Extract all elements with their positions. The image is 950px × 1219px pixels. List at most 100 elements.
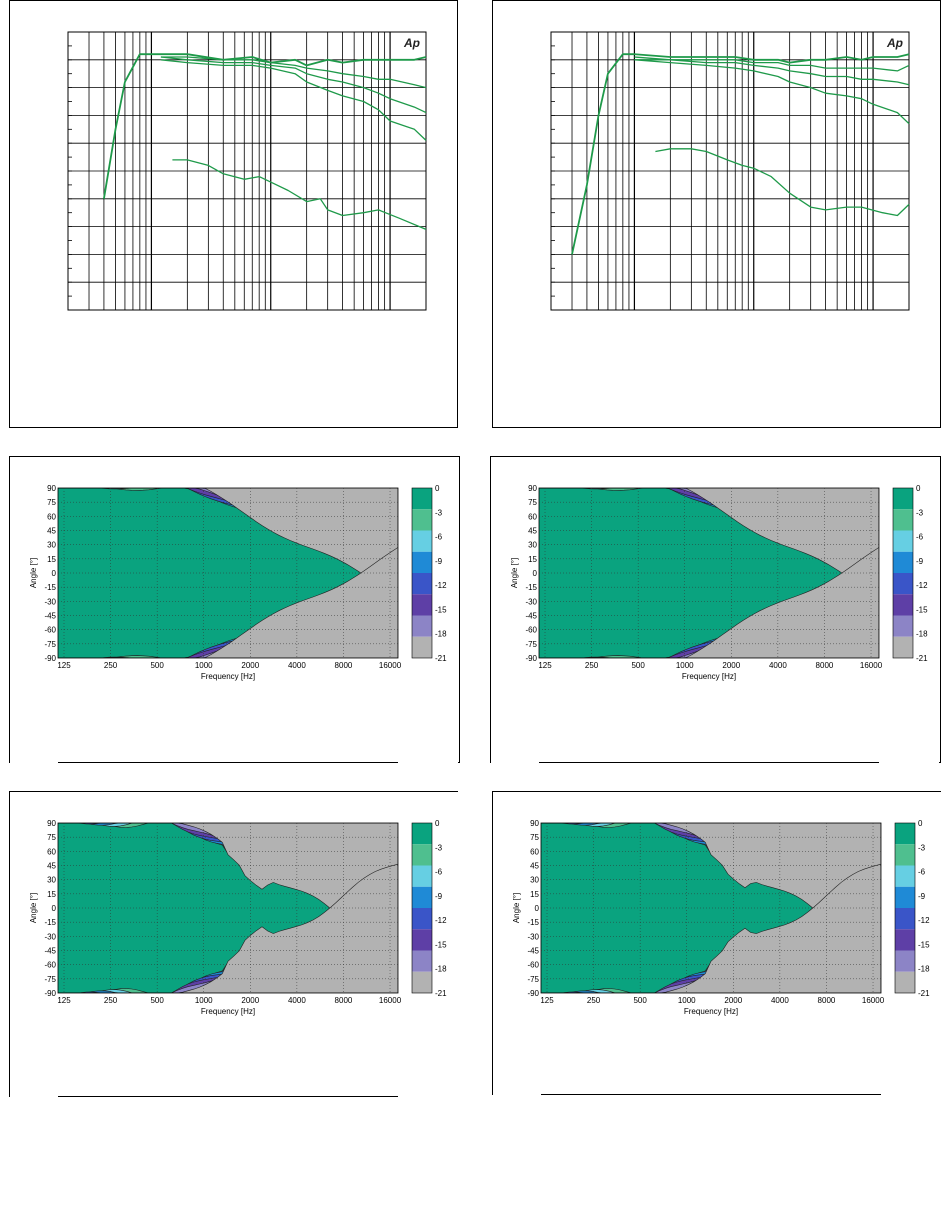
y-tick-label: -75 [525, 640, 537, 649]
colorbar-swatch [893, 488, 913, 510]
y-tick-label: 45 [47, 527, 56, 536]
colorbar-swatch [893, 573, 913, 595]
margin-mask-bottom [58, 658, 398, 688]
colorbar-swatch [412, 615, 432, 637]
margin-mask-left [10, 457, 58, 764]
y-tick-label: -15 [527, 918, 539, 927]
colorbar-swatch [893, 509, 913, 531]
colorbar-tick-label: -18 [435, 965, 447, 974]
y-tick-label: 75 [528, 498, 537, 507]
y-tick-label: -90 [525, 654, 537, 663]
y-axis-label: Angle [°] [512, 893, 521, 923]
margin-mask-bottom [58, 993, 398, 1023]
polar-map-chart-4: 125 250 500 1000 2000 4000 8000 16000 90 75 60 45 30… [493, 792, 941, 1096]
y-tick-label: -30 [44, 932, 56, 941]
colorbar-swatch [412, 636, 432, 658]
x-axis-label: Frequency [Hz] [201, 672, 255, 681]
colorbar-tick-label: -12 [435, 581, 447, 590]
colorbar-swatch [895, 908, 915, 930]
y-tick-label: 90 [530, 819, 539, 828]
response-curve-3 [634, 59, 910, 86]
y-tick-label: 75 [47, 833, 56, 842]
colorbar-tick-label: -18 [916, 630, 928, 639]
y-tick-label: -60 [527, 961, 539, 970]
colorbar-swatch [893, 551, 913, 573]
colorbar-tick-label: -9 [918, 892, 926, 901]
response-curve-4 [160, 59, 427, 141]
colorbar-swatch [895, 971, 915, 993]
grid [67, 31, 427, 311]
y-tick-label: -15 [44, 918, 56, 927]
margin-mask-top [541, 792, 881, 823]
colorbar-tick-label: -21 [435, 654, 447, 663]
x-tick-label: 4000 [288, 661, 306, 670]
polar-map-chart-2: 125 250 500 1000 2000 4000 8000 16000 90 75 60 45 30… [491, 457, 939, 764]
x-tick-label: 125 [538, 661, 552, 670]
frequency-response-panel-left: Ap [9, 0, 458, 428]
colorbar-tick-label: -15 [435, 605, 447, 614]
colorbar-tick-label: -3 [916, 508, 924, 517]
y-tick-label: -45 [44, 612, 56, 621]
colorbar-swatch [895, 823, 915, 845]
y-tick-label: 45 [47, 862, 56, 871]
colorbar-frame [411, 822, 433, 994]
y-tick-label: -45 [527, 947, 539, 956]
x-tick-label: 8000 [335, 661, 353, 670]
y-tick-label: -60 [44, 961, 56, 970]
colorbar-tick-label: -3 [435, 508, 443, 517]
colorbar-tick-label: 0 [916, 484, 921, 493]
y-tick-label: 30 [47, 876, 56, 885]
colorbar-tick-label: -12 [918, 916, 930, 925]
y-tick-label: 15 [530, 890, 539, 899]
y-tick-label: 30 [47, 541, 56, 550]
x-tick-label: 8000 [816, 661, 834, 670]
x-tick-label: 125 [57, 661, 71, 670]
x-tick-label: 250 [104, 996, 118, 1005]
colorbar-tick-label: -21 [916, 654, 928, 663]
colorbar-swatch [412, 488, 432, 510]
x-tick-label: 2000 [724, 996, 742, 1005]
colorbar-tick-label: -15 [918, 940, 930, 949]
y-tick-label: -45 [525, 612, 537, 621]
colorbar-tick-label: -9 [435, 892, 443, 901]
x-tick-label: 2000 [241, 661, 259, 670]
colorbar-tick-label: -15 [435, 940, 447, 949]
y-tick-label: -15 [44, 583, 56, 592]
margin-mask-left [491, 457, 539, 764]
colorbar-tick-label: -21 [918, 989, 930, 998]
colorbar-swatch [895, 865, 915, 887]
colorbar-swatch [895, 844, 915, 866]
colorbar-tick-label: 0 [435, 819, 440, 828]
y-tick-label: -75 [44, 640, 56, 649]
colorbar-tick-label: -15 [916, 605, 928, 614]
x-tick-label: 1000 [195, 661, 213, 670]
y-axis-label: Angle [°] [510, 558, 519, 588]
colorbar-swatch [412, 971, 432, 993]
margin-mask-top [58, 457, 398, 488]
x-tick-label: 500 [150, 996, 164, 1005]
colorbar-tick-label: -3 [918, 843, 926, 852]
x-tick-label: 8000 [818, 996, 836, 1005]
polar-map-chart-3: 125 250 500 1000 2000 4000 8000 16000 90 75 60 45 30… [10, 792, 458, 1098]
x-tick-label: 500 [150, 661, 164, 670]
colorbar-swatch [412, 551, 432, 573]
colorbar-swatch [412, 509, 432, 531]
y-tick-label: 60 [47, 512, 56, 521]
y-tick-label: -75 [44, 975, 56, 984]
colorbar-swatch [895, 950, 915, 972]
y-tick-label: 90 [528, 484, 537, 493]
margin-mask-bottom [539, 658, 879, 688]
ap-logo: Ap [403, 36, 420, 50]
margin-mask-top [539, 457, 879, 488]
x-tick-label: 125 [540, 996, 554, 1005]
y-tick-label: -30 [44, 597, 56, 606]
y-tick-label: 0 [52, 569, 57, 578]
colorbar-swatch [412, 929, 432, 951]
y-axis-label: Angle [°] [29, 558, 38, 588]
colorbar-swatch [893, 530, 913, 552]
y-tick-label: 15 [47, 555, 56, 564]
colorbar-tick-label: -21 [435, 989, 447, 998]
colorbar-tick-label: 0 [918, 819, 923, 828]
x-tick-label: 1000 [195, 996, 213, 1005]
margin-mask-left [493, 792, 541, 1096]
